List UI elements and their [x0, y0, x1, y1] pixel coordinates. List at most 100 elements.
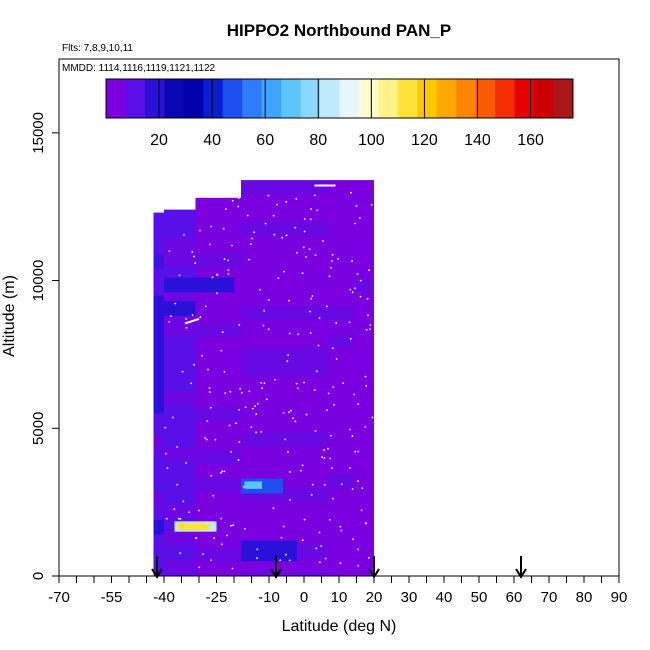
colorbar-swatch [281, 79, 302, 118]
heatmap-cell [353, 306, 374, 321]
heatmap-cell [353, 516, 374, 531]
heatmap-cell [241, 404, 329, 419]
data-gap-dot [308, 248, 311, 251]
heatmap-cell [195, 463, 241, 478]
data-gap-dot [317, 344, 320, 347]
data-gap-dot [220, 472, 222, 474]
heatmap-cell [353, 376, 374, 391]
heatmap-cell [241, 572, 329, 576]
data-gap-dot [168, 250, 171, 253]
data-gap-dot [310, 208, 312, 210]
data-gap-dot [311, 295, 314, 297]
data-gap-dot [238, 441, 241, 444]
x-tick-label: -40 [153, 589, 175, 606]
heatmap-cell [353, 278, 374, 293]
heatmap-cell [353, 404, 374, 419]
data-gap-dot [351, 260, 353, 263]
colorbar-swatch [261, 79, 282, 118]
data-gap-dot [332, 386, 335, 388]
data-gap-dot [309, 218, 312, 221]
data-gap-dot [274, 378, 276, 381]
data-gap-dot [191, 251, 194, 253]
data-gap-dot [351, 435, 354, 438]
heatmap-cell [195, 505, 241, 520]
data-gap-dot [320, 545, 323, 547]
data-gap-dot [172, 194, 175, 197]
heatmap-cell [164, 265, 196, 280]
data-gap-dot [354, 222, 357, 225]
data-gap-dot [193, 363, 195, 366]
data-gap-dot [211, 276, 214, 279]
data-gap-dot [202, 553, 205, 556]
colorbar-tick-label: 100 [358, 132, 385, 149]
heatmap-cell [328, 460, 353, 475]
heatmap-cell [328, 418, 353, 433]
colorbar-tick-label: 160 [517, 132, 544, 149]
y-tick-label: 15000 [30, 112, 47, 154]
data-gap-dot [227, 259, 230, 262]
data-gap-dot [332, 497, 334, 500]
data-gap-dot [356, 273, 359, 275]
data-gap-dot [331, 260, 333, 262]
data-gap-dot [263, 309, 265, 312]
data-gap-dot [255, 413, 258, 415]
data-gap-dot [285, 234, 288, 237]
heatmap-cell [241, 306, 329, 321]
heatmap-cell [153, 240, 164, 255]
data-gap-dot [207, 368, 210, 371]
heatmap-cell [328, 208, 353, 223]
data-gap-dot [220, 517, 223, 520]
heatmap-anomaly [153, 295, 164, 414]
heatmap-cell [164, 237, 196, 252]
heatmap-cell [195, 379, 241, 394]
flight-marker-arrowhead [368, 568, 380, 579]
heatmap-cell [153, 464, 164, 479]
data-gap-dot [370, 203, 373, 206]
colorbar-swatch [456, 79, 477, 118]
data-gap-dot [355, 204, 358, 207]
y-axis: 0 5000 10000 15000 [30, 112, 59, 580]
x-axis: -70 -55 -40 -25 -10 0 10 20 30 40 50 60 70 80 90 [48, 576, 627, 606]
heatmap-cell [195, 547, 241, 562]
heatmap-cell [195, 211, 241, 226]
colorbar-swatch [164, 79, 185, 118]
chart-title: HIPPO2 Northbound PAN_P [227, 21, 451, 40]
heatmap-cell [153, 534, 164, 549]
heatmap-cell [164, 531, 196, 546]
y-tick-label: 0 [30, 572, 47, 580]
data-gap-dot [364, 375, 367, 378]
data-gap-dot [272, 214, 275, 217]
data-gap-dot [181, 370, 184, 373]
data-gap-dot [184, 198, 187, 201]
data-gap-dot [318, 317, 321, 319]
flight-marker-arrowhead [151, 568, 163, 579]
data-gap-dot [288, 411, 290, 414]
data-gap-dot [250, 426, 253, 428]
data-gap-dot [287, 450, 289, 453]
data-gap-dot [315, 547, 318, 550]
data-gap-dot [352, 538, 354, 541]
data-gap-dot [231, 567, 234, 570]
data-gap-dot [182, 500, 185, 503]
data-gap-dot [229, 390, 232, 393]
data-gap-dot [301, 272, 304, 275]
data-gap-dot [340, 483, 343, 486]
colorbar-swatch [514, 79, 535, 118]
heatmap-cell [328, 180, 353, 195]
heatmap-cell [353, 530, 374, 545]
data-gap-dot [226, 534, 229, 537]
data-gap-dot [223, 370, 226, 373]
flights-label: Flts: 7,8,9,10,11 [62, 43, 133, 54]
heatmap-cell [164, 419, 196, 434]
heatmap-cell [353, 558, 374, 573]
data-gap-dot [309, 310, 311, 313]
data-gap-dot [210, 474, 213, 477]
heatmap-cell [328, 544, 353, 559]
colorbar-tick-label: 60 [256, 132, 274, 149]
data-gap-dot [254, 405, 256, 407]
heatmap-cell [164, 391, 196, 406]
data-gap-dot [179, 518, 182, 520]
data-gap-dot [230, 524, 232, 527]
heatmap-cell [241, 278, 329, 293]
data-gap-dot [333, 403, 335, 406]
